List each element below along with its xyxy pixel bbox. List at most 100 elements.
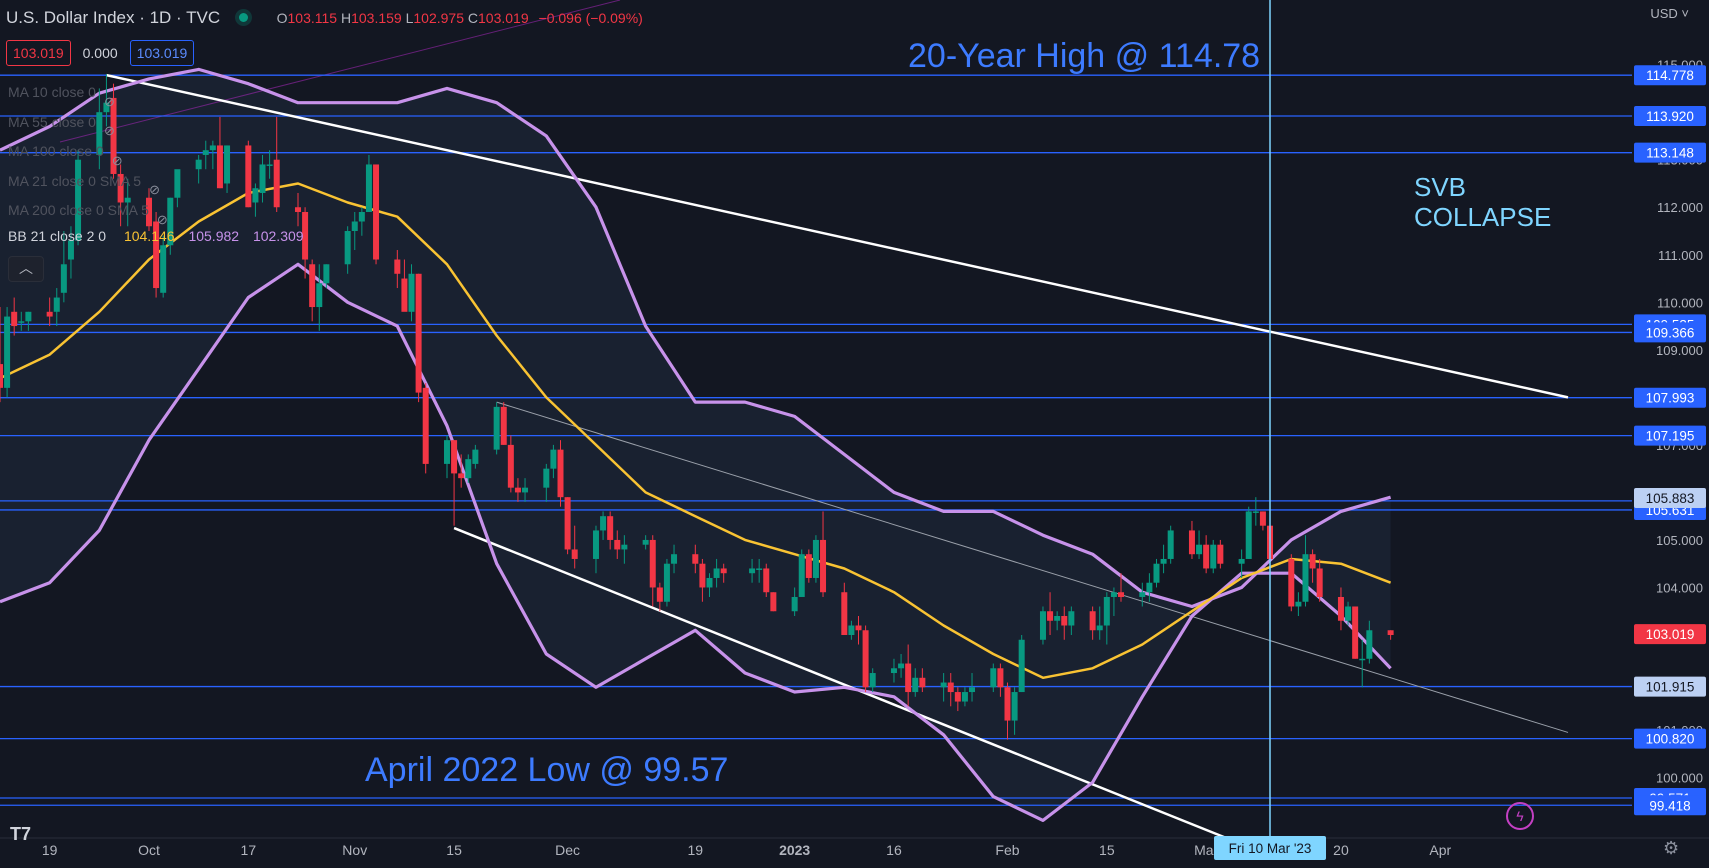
- bollinger-upper-line: [0, 67, 1392, 609]
- open-value: 103.115: [287, 10, 338, 26]
- channel-line-upper-faint: [59, 0, 621, 143]
- indicator-ma-55[interactable]: MA 55 close 0 ⊘: [8, 108, 175, 139]
- low-value: 102.975: [413, 10, 464, 26]
- candle-body: [692, 554, 699, 564]
- eye-off-icon[interactable]: ⊘: [156, 211, 168, 227]
- price-tick: 105.000: [1656, 533, 1703, 548]
- candle-body: [997, 668, 1004, 688]
- level-label: 101.915: [1646, 680, 1695, 695]
- candle-body: [1096, 625, 1103, 631]
- bb-upper-label-bg: [1634, 487, 1706, 508]
- candle-body: [415, 273, 422, 393]
- candle-body: [266, 164, 273, 166]
- collapse-legend-button[interactable]: ︿: [8, 256, 44, 282]
- candle-body: [252, 188, 259, 203]
- level-label-bg: [1634, 425, 1706, 446]
- crosshair-date-label: Fri 10 Mar '23: [1229, 841, 1312, 856]
- candle-body: [1352, 606, 1359, 659]
- close-value: 103.019: [478, 10, 529, 26]
- bb-basis-value: 104.146: [123, 228, 175, 244]
- indicator-bollinger[interactable]: BB 21 close 2 0 104.146 105.982 102.309: [8, 228, 304, 244]
- bb-label: BB 21 close 2 0: [8, 228, 107, 244]
- annotation-svb: SVB: [1414, 172, 1466, 202]
- lightning-icon[interactable]: ϟ: [1506, 802, 1534, 830]
- eye-off-icon[interactable]: ⊘: [149, 182, 160, 198]
- candle-body: [1217, 544, 1224, 564]
- candle-body: [1359, 658, 1366, 661]
- gear-icon[interactable]: ⚙: [1663, 838, 1680, 858]
- candle-body: [401, 278, 408, 312]
- currency-selector[interactable]: USD ˅: [1650, 6, 1689, 21]
- indicator-ma-21[interactable]: MA 21 close 0 SMA 5 ⊘: [8, 167, 175, 198]
- indicator-ma-100[interactable]: MA 100 close 0 ⊘: [8, 137, 175, 168]
- candle-body: [1252, 511, 1259, 513]
- level-label: 113.920: [1646, 109, 1694, 124]
- candle-body: [713, 568, 720, 578]
- candle-body: [969, 687, 976, 693]
- candle-body: [862, 630, 869, 688]
- time-tick: 19: [688, 842, 704, 858]
- candle-body: [749, 568, 756, 574]
- time-axis: [0, 838, 1709, 868]
- time-tick: Apr: [1429, 842, 1451, 858]
- candle-body: [699, 563, 706, 588]
- indicator-ma-10[interactable]: MA 10 close 0 ⊘: [8, 78, 175, 109]
- symbol-title[interactable]: U.S. Dollar Index · 1D · TVC: [6, 8, 221, 27]
- candle-body: [103, 102, 110, 113]
- level-label-bg: [1634, 65, 1706, 86]
- candle-body: [1316, 568, 1323, 597]
- bollinger-basis-line: [0, 182, 1392, 680]
- candle-body: [1039, 611, 1046, 640]
- candle-body: [167, 197, 174, 246]
- time-tick: 17: [241, 842, 257, 858]
- candle-body: [940, 682, 947, 688]
- candle-body: [1366, 630, 1373, 659]
- eye-off-icon[interactable]: ⊘: [103, 123, 115, 139]
- price-tick: 110.000: [1657, 295, 1703, 310]
- price-tick: 109.000: [1656, 343, 1703, 358]
- indicator-legend: MA 10 close 0 ⊘ MA 55 close 0 ⊘ MA 100 clo…: [8, 78, 175, 227]
- candle-body: [912, 677, 919, 693]
- buy-price-badge[interactable]: 103.019: [129, 40, 195, 66]
- level-label-bg: [1634, 728, 1706, 749]
- ohlc-readout: O103.115 H103.159 L102.975 C103.019 −0.0…: [276, 10, 643, 26]
- level-label: 113.148: [1646, 146, 1694, 161]
- candle-body: [465, 459, 472, 479]
- time-tick: 15: [1099, 842, 1115, 858]
- candle-body: [245, 145, 252, 208]
- candle-body: [543, 468, 550, 488]
- bollinger-lower-line: [0, 262, 1392, 822]
- candle-body: [1196, 544, 1203, 555]
- tradingview-logo-icon[interactable]: T7: [10, 824, 32, 844]
- candle-body: [507, 444, 514, 488]
- price-tick: 100.000: [1656, 771, 1703, 786]
- market-status-icon: [238, 13, 248, 22]
- candle-body: [25, 311, 32, 322]
- candle-body: [373, 164, 380, 260]
- candle-body: [145, 197, 152, 227]
- level-label-bg: [1634, 795, 1706, 816]
- candle-body: [408, 273, 415, 312]
- indicator-ma-200[interactable]: MA 200 close 0 SMA 5 ⊘: [8, 196, 175, 227]
- high-value: 103.159: [351, 10, 402, 26]
- candle-body: [571, 549, 578, 559]
- time-tick: Oct: [138, 842, 160, 858]
- candle-body: [1061, 615, 1068, 626]
- candle-body: [869, 673, 876, 688]
- candle-body: [890, 668, 897, 674]
- sell-price-badge[interactable]: 103.019: [6, 40, 71, 66]
- candle-body: [1167, 530, 1174, 559]
- eye-off-icon[interactable]: ⊘: [103, 93, 115, 109]
- trendline: [106, 73, 1569, 399]
- candle-body: [422, 387, 429, 464]
- price-tick: 111.000: [1658, 248, 1703, 263]
- candle-body: [1288, 558, 1295, 607]
- candle-body: [812, 539, 819, 578]
- eye-off-icon[interactable]: ⊘: [111, 152, 123, 168]
- current-price-label: 103.019: [1646, 627, 1695, 642]
- candle-body: [443, 440, 450, 464]
- candle-body: [706, 577, 713, 588]
- time-tick: 15: [446, 842, 462, 858]
- bb-lower-value: 102.309: [252, 228, 304, 244]
